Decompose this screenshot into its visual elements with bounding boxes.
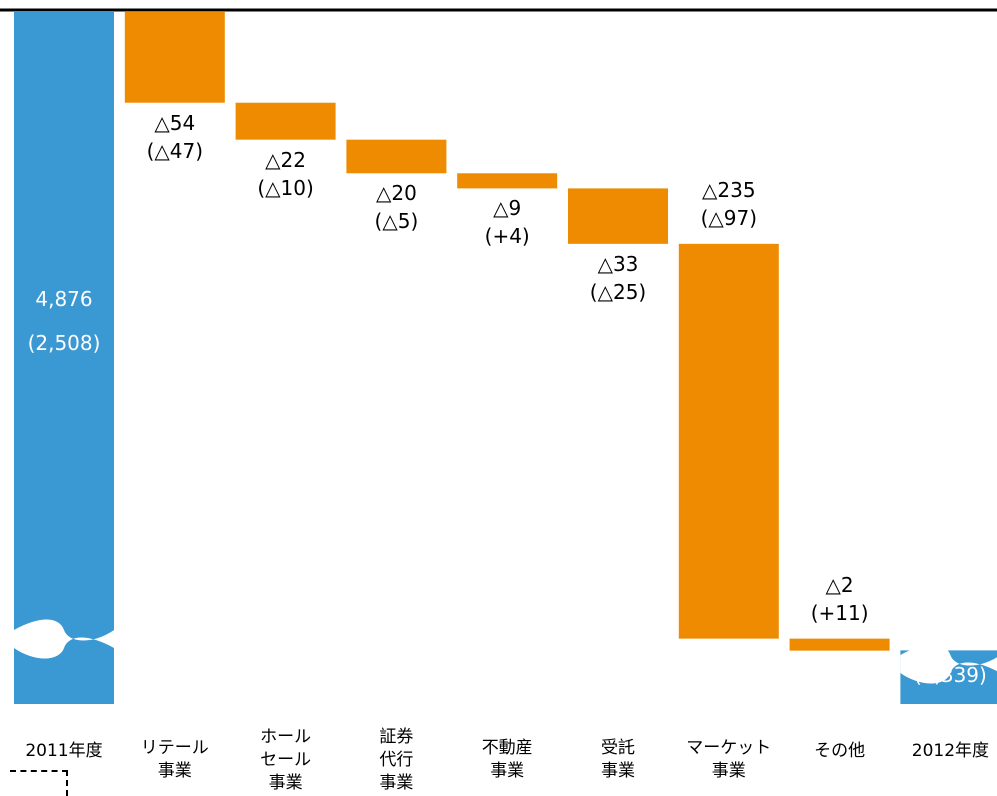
change-sub-label: (△97) xyxy=(700,205,758,230)
category-label: マーケット 事業 xyxy=(686,738,772,781)
total-bar xyxy=(14,12,114,704)
category-label: ホール セール 事業 xyxy=(260,727,312,793)
change-sub-label: (+11) xyxy=(810,600,869,625)
category-label: 受託 事業 xyxy=(601,738,635,781)
dashed-bracket xyxy=(10,770,68,796)
category-label: 証券 代行 事業 xyxy=(379,727,414,793)
change-value-label: △33 xyxy=(597,251,639,276)
change-value-label: △20 xyxy=(375,181,417,206)
change-value-label: △54 xyxy=(154,110,196,135)
total-value-label: 4,496 xyxy=(921,618,980,643)
axis-break-wave xyxy=(14,619,114,659)
change-bar xyxy=(235,102,336,140)
change-bar xyxy=(124,12,225,103)
change-bar xyxy=(678,243,779,639)
total-sub-label: (2,339) xyxy=(913,662,987,687)
change-sub-label: (△47) xyxy=(146,138,204,163)
change-bar xyxy=(568,188,668,244)
category-label: その他 xyxy=(814,741,866,761)
change-bar xyxy=(346,139,447,174)
change-bar xyxy=(457,173,558,189)
category-label: 2012年度 xyxy=(911,741,990,761)
change-value-label: △22 xyxy=(265,147,307,172)
change-sub-label: (△5) xyxy=(374,209,419,234)
total-sub-label: (2,508) xyxy=(27,331,101,355)
change-value-label: △235 xyxy=(702,177,756,202)
change-sub-label: (△10) xyxy=(257,175,314,200)
change-value-label: △9 xyxy=(493,196,522,221)
change-bar xyxy=(789,638,890,651)
category-label: 2011年度 xyxy=(25,741,103,761)
change-value-label: △2 xyxy=(825,572,854,597)
total-value-label: 4,876 xyxy=(35,287,93,311)
category-label: リテール 事業 xyxy=(140,738,209,781)
change-sub-label: (+4) xyxy=(484,224,530,249)
category-label: 不動産 事業 xyxy=(481,738,533,781)
axis-break-wave xyxy=(900,644,997,684)
change-sub-label: (△25) xyxy=(589,279,647,304)
